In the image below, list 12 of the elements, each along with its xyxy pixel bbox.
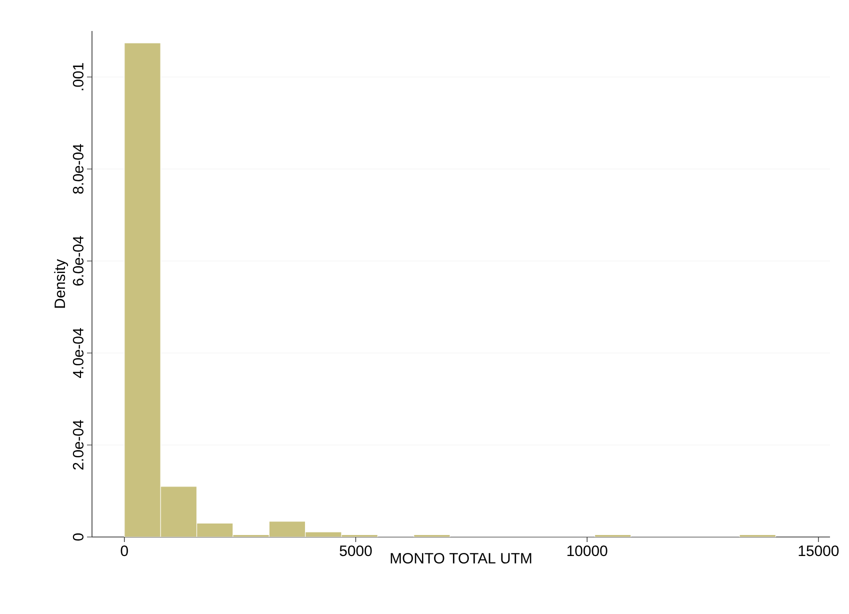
x-tick-label: 15000	[798, 546, 839, 556]
x-axis-title: MONTO TOTAL UTM	[390, 552, 532, 564]
y-tick-label: 8.0e-04	[72, 144, 84, 194]
y-tick-label: 6.0e-04	[72, 236, 84, 286]
x-tick-label: 10000	[567, 546, 608, 556]
y-tick-label: 4.0e-04	[72, 328, 84, 378]
x-tick-label: 0	[120, 546, 128, 556]
y-tick-label: 2.0e-04	[72, 420, 84, 470]
y-tick-label: 0	[72, 533, 84, 541]
x-tick-label: 5000	[340, 546, 372, 556]
y-axis-title: Density	[54, 259, 68, 308]
y-tick-label: .001	[72, 63, 84, 90]
